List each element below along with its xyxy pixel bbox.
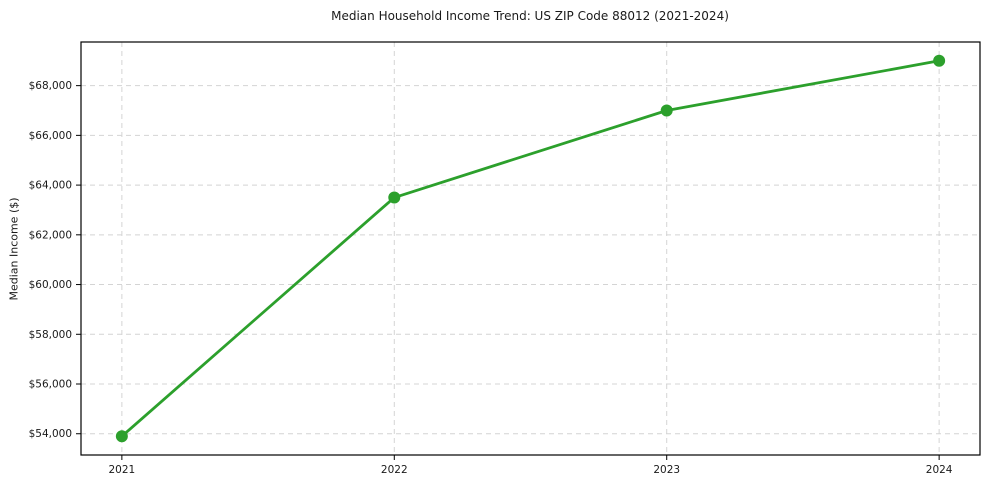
x-tick-label: 2021 xyxy=(108,464,135,476)
x-tick-label: 2023 xyxy=(653,464,680,476)
y-tick-label: $58,000 xyxy=(29,329,72,341)
x-tick-label: 2022 xyxy=(381,464,408,476)
chart-title: Median Household Income Trend: US ZIP Co… xyxy=(331,9,729,23)
y-tick-label: $62,000 xyxy=(29,229,72,241)
data-point xyxy=(115,430,128,443)
data-point xyxy=(933,54,946,67)
y-tick-label: $56,000 xyxy=(29,379,72,391)
y-tick-label: $66,000 xyxy=(29,130,72,142)
x-tick-label: 2024 xyxy=(926,464,953,476)
data-point xyxy=(388,191,401,204)
trend-line xyxy=(120,59,941,438)
y-axis-title: Median Income ($) xyxy=(7,197,21,301)
data-point xyxy=(660,104,673,117)
y-tick-label: $54,000 xyxy=(29,428,72,440)
y-tick-label: $68,000 xyxy=(29,80,72,92)
y-tick-label: $64,000 xyxy=(29,180,72,192)
plot-border xyxy=(80,41,981,456)
y-tick-label: $60,000 xyxy=(29,279,72,291)
